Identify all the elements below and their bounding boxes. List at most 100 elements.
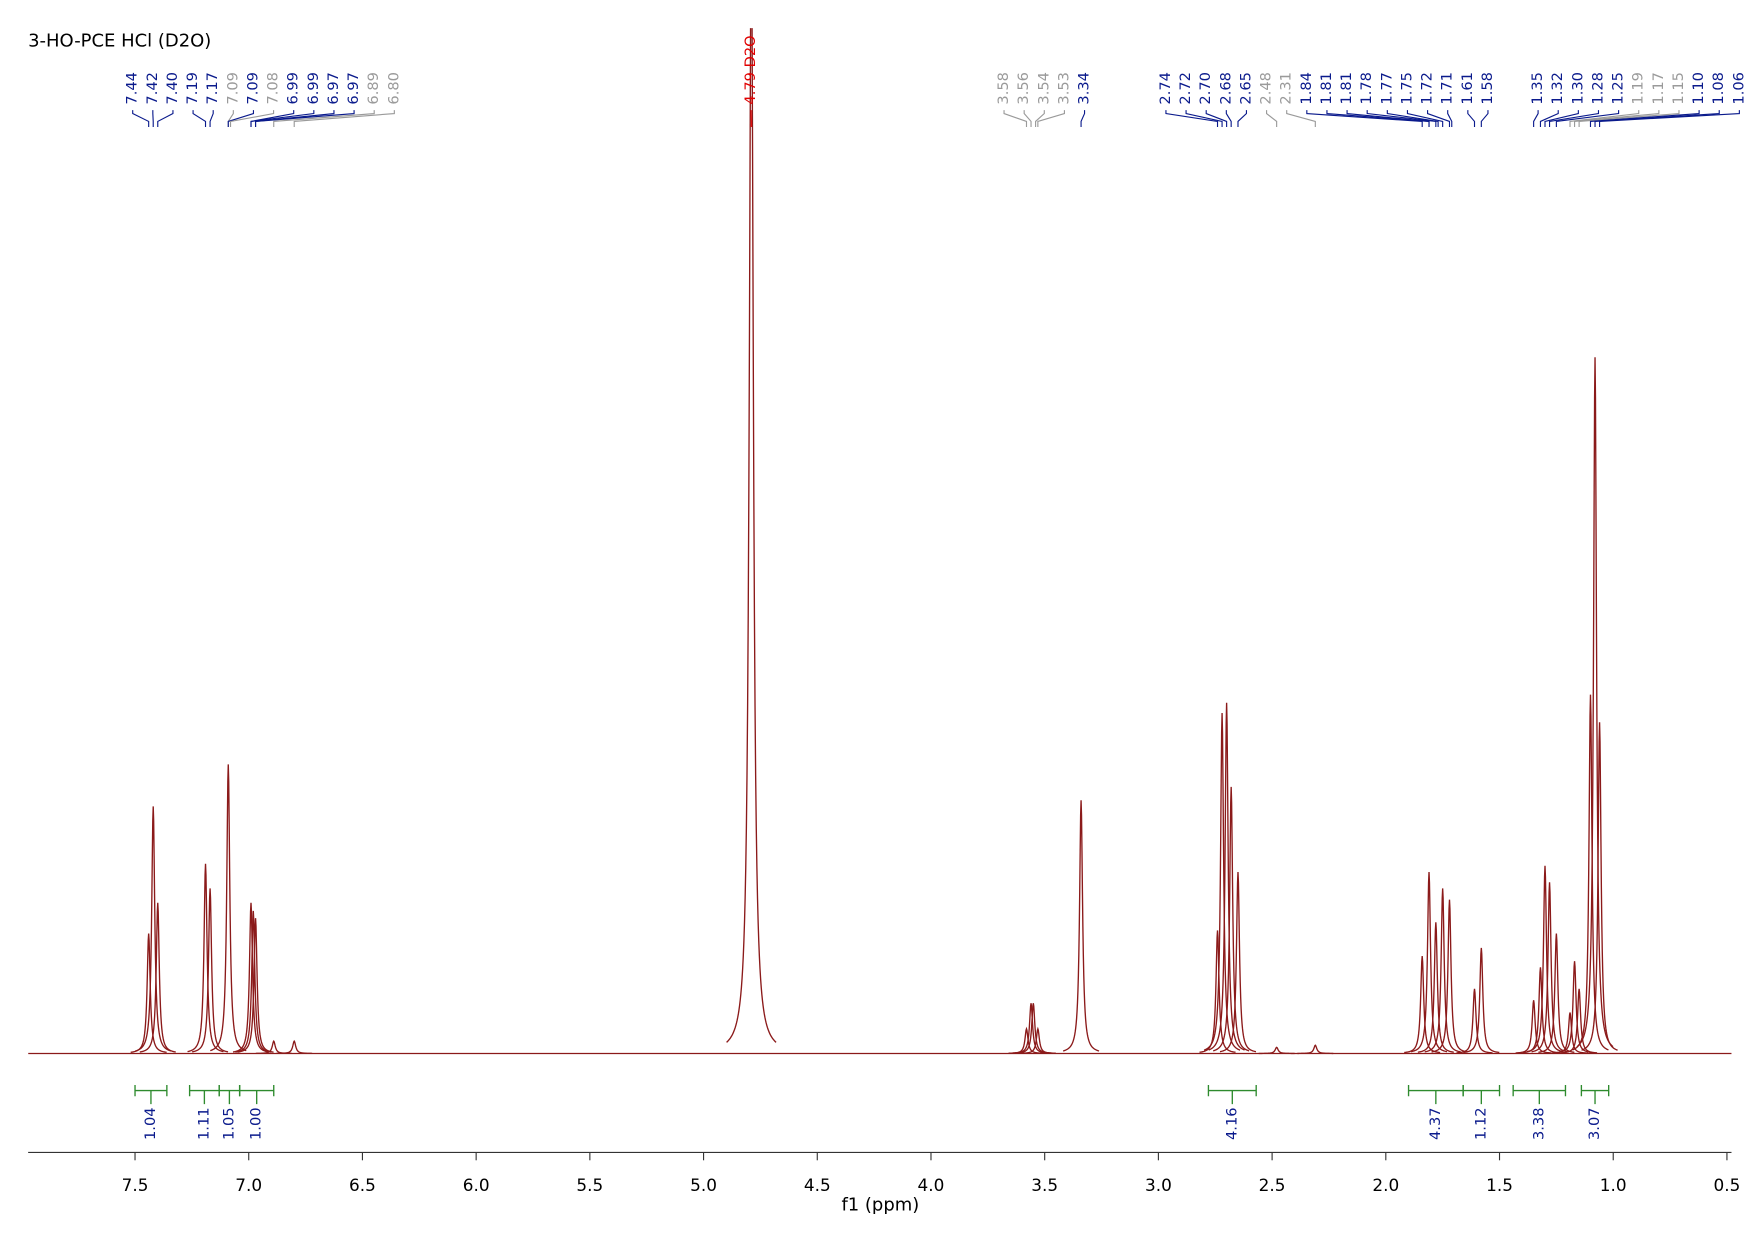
peak-label: 7.08	[265, 72, 282, 105]
peak	[1456, 988, 1493, 1054]
x-axis-label: f1 (ppm)	[841, 1194, 919, 1215]
integral-label: 3.38	[1530, 1107, 1547, 1140]
peak	[1062, 800, 1100, 1052]
peak	[1463, 947, 1500, 1054]
peak-label: 4.79 D2O	[742, 35, 759, 104]
peak-label: 1.81	[1318, 72, 1335, 105]
integral-label: 4.37	[1427, 1107, 1444, 1140]
peak	[1297, 1044, 1334, 1055]
integral-label: 4.16	[1223, 1107, 1240, 1140]
peak-label-connector	[1165, 110, 1219, 128]
peak	[1515, 1000, 1552, 1054]
peak-label: 1.32	[1549, 72, 1566, 105]
x-tick-label: 4.5	[804, 1175, 831, 1195]
chart-title: 3-HO-PCE HCl (D2O)	[28, 31, 211, 52]
peak-label: 1.61	[1459, 72, 1476, 105]
peak	[1219, 871, 1257, 1053]
peak-label-connector	[1037, 110, 1065, 128]
peak-label-connector	[1237, 110, 1248, 128]
peak	[237, 918, 274, 1053]
peak-label: 7.17	[204, 72, 221, 105]
peak-label-connector	[1427, 110, 1451, 128]
peak	[1531, 882, 1568, 1053]
peak	[1581, 722, 1618, 1051]
peak-label-connector	[293, 110, 395, 128]
peak-label-connector	[229, 110, 275, 128]
peak-label-connector	[209, 110, 214, 128]
peak-label: 2.65	[1237, 72, 1254, 105]
x-tick-label: 2.0	[1372, 1175, 1399, 1195]
x-tick-label: 0.5	[1714, 1175, 1741, 1195]
peak	[232, 902, 270, 1053]
peak-label: 7.42	[144, 72, 161, 105]
peak-label-connector	[157, 110, 174, 128]
peak-label: 6.99	[285, 72, 302, 105]
peak	[1208, 702, 1245, 1051]
peak-label-connector	[254, 110, 355, 128]
peak-label: 3.34	[1076, 72, 1093, 105]
peak	[1561, 988, 1598, 1054]
peak-label: 2.70	[1197, 72, 1214, 105]
x-tick-label: 5.0	[690, 1175, 717, 1195]
peak-label-connector	[132, 110, 150, 128]
x-tick-label: 6.0	[463, 1175, 490, 1195]
peak-label: 1.19	[1630, 72, 1647, 105]
integral-bracket	[1512, 1084, 1567, 1105]
peak	[191, 888, 229, 1053]
integral-label: 1.04	[142, 1107, 159, 1140]
peak-label: 7.44	[124, 72, 141, 105]
peak	[210, 764, 247, 1052]
peak-label-connector	[1225, 110, 1232, 128]
peak	[130, 933, 167, 1053]
peak-label-connector	[1346, 110, 1430, 128]
peak	[1019, 1026, 1056, 1054]
peak-label: 1.08	[1710, 72, 1727, 105]
peak-label: 1.77	[1378, 72, 1395, 105]
peak-label: 6.97	[345, 72, 362, 105]
peak-label-connector	[1185, 110, 1223, 128]
peak	[187, 863, 224, 1053]
peak-label-connector	[1544, 110, 1579, 128]
peak-label-connector	[1573, 110, 1660, 128]
integral-bracket	[218, 1084, 241, 1105]
peak	[1203, 713, 1241, 1051]
integral-label: 1.00	[248, 1107, 265, 1140]
x-tick-label: 3.0	[1145, 1175, 1172, 1195]
peak-label-connector	[1035, 110, 1045, 128]
peak-label-connector	[1467, 110, 1476, 128]
peak-label-connector	[192, 110, 207, 128]
peak-label: 1.58	[1479, 72, 1496, 105]
peak-label: 1.10	[1690, 72, 1707, 105]
peak-label: 2.31	[1278, 72, 1295, 105]
integral-bracket	[1207, 1084, 1257, 1105]
peak-label-connector	[1286, 110, 1316, 128]
peak-label: 7.09	[244, 72, 261, 105]
peak	[1258, 1046, 1295, 1055]
peak-label-connector	[1555, 110, 1620, 128]
peak-label-connector	[1003, 110, 1028, 128]
peak	[235, 910, 272, 1053]
x-tick-label: 3.5	[1031, 1175, 1058, 1195]
peak	[1212, 786, 1250, 1052]
peak-label-connector	[250, 110, 315, 128]
peak-label: 1.15	[1670, 72, 1687, 105]
integral-bracket	[238, 1084, 275, 1105]
peak-label-connector	[1023, 110, 1032, 128]
peak-label: 1.71	[1439, 72, 1456, 105]
peak-label: 3.56	[1015, 72, 1032, 105]
peak-label: 3.53	[1055, 72, 1072, 105]
x-tick-label: 7.0	[235, 1175, 262, 1195]
peak-label: 6.80	[385, 72, 402, 105]
peak-label-connector	[1205, 110, 1228, 128]
integral-label: 3.07	[1586, 1107, 1603, 1140]
peak	[139, 902, 176, 1053]
peak-label-connector	[1386, 110, 1439, 128]
peak-label-connector	[227, 110, 255, 128]
peak	[1199, 930, 1236, 1053]
peak-label: 2.68	[1217, 72, 1234, 105]
x-tick-label: 7.5	[122, 1175, 149, 1195]
x-tick-label: 4.0	[918, 1175, 945, 1195]
peak-label: 7.09	[224, 72, 241, 105]
peak-label-connector	[1306, 110, 1423, 128]
